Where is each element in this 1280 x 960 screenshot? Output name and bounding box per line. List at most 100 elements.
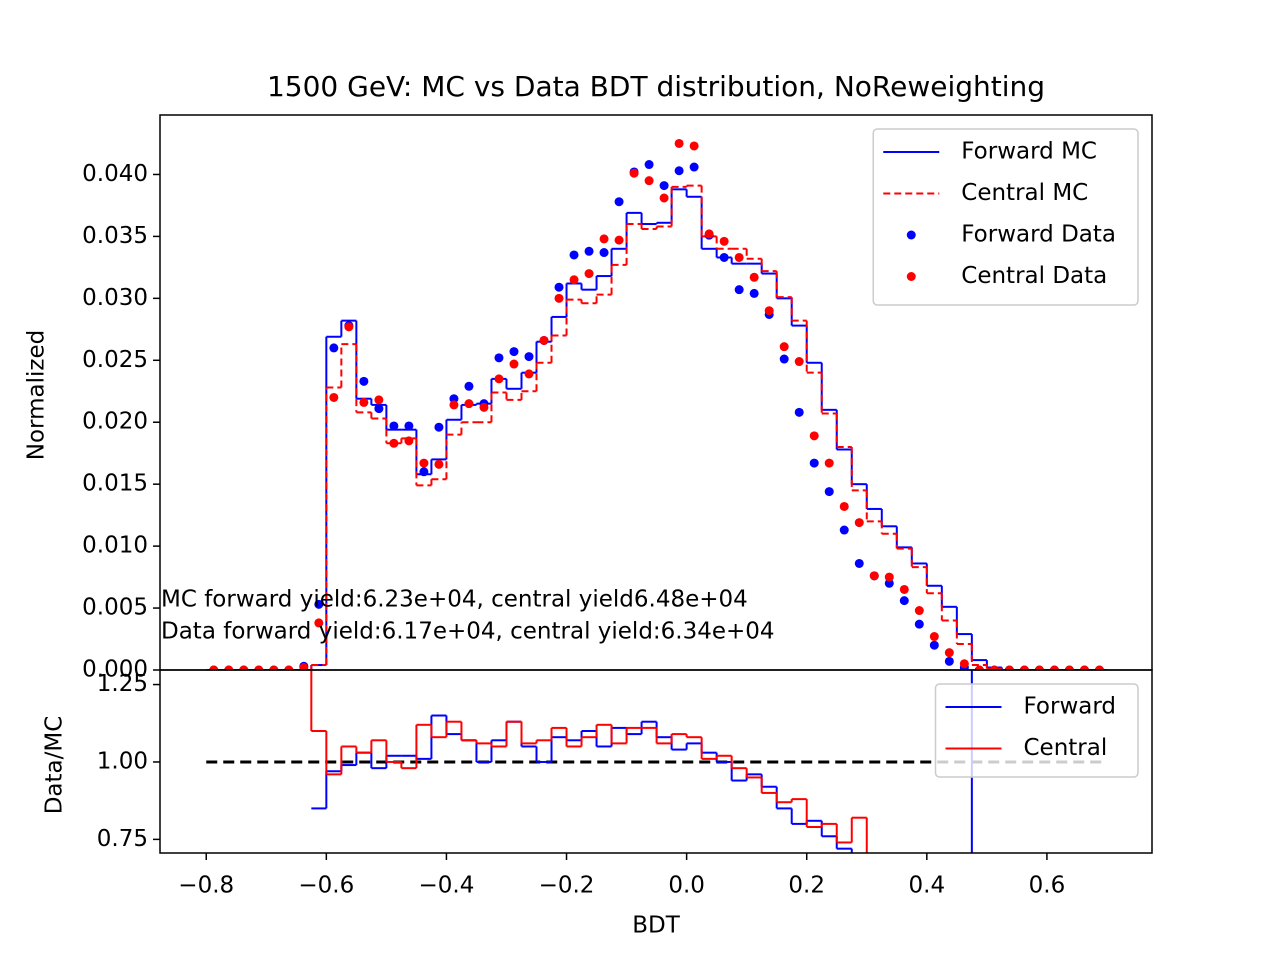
chart-title: 1500 GeV: MC vs Data BDT distribution, N… [267,70,1045,103]
data-point [314,618,324,628]
data-point [569,275,579,285]
data-point [419,467,429,477]
data-point [674,166,684,176]
x-tick-label: 0.6 [1029,873,1066,899]
y-tick-label: 1.25 [97,671,148,697]
data-point [344,322,354,332]
data-point [629,168,639,178]
data-point [239,665,249,670]
data-point [449,394,459,404]
legend-label: Forward [1024,694,1117,720]
data-point [734,285,744,295]
data-point [884,578,894,588]
y-tick-label: 0.015 [82,471,148,497]
data-point [944,648,954,658]
data-point [404,436,414,446]
y-tick-label: 0.010 [82,533,148,559]
x-axis-label: BDT [632,913,680,939]
data-point [419,458,429,468]
data-point [434,422,444,432]
legend-label: Forward MC [961,139,1097,165]
data-point [404,421,414,431]
data-point [779,342,789,352]
data-point [389,438,399,448]
data-point [1019,665,1029,670]
data-point [614,197,624,207]
data-point [614,235,624,245]
data-point [644,160,654,170]
data-point [1079,665,1089,670]
annotation: MC forward yield:6.23e+04, central yield… [161,587,748,613]
y-tick-label: 0.000 [82,657,148,683]
data-point [584,269,594,279]
data-point [539,335,549,345]
data-point [269,665,279,670]
data-point [1034,665,1044,670]
x-tick-label: −0.8 [178,873,234,899]
data-point [284,665,294,670]
legend: Forward Central [934,683,1139,778]
data-point [749,272,759,282]
legend-box [872,128,1139,306]
data-point [314,599,324,609]
data-point [734,252,744,262]
x-tick-label: −0.4 [419,873,475,899]
data-point [989,665,999,670]
data-point [494,374,504,384]
data-point [1064,665,1074,670]
data-point [719,252,729,262]
data-point [929,632,939,642]
data-point [449,400,459,410]
data-point [884,572,894,582]
legend: Forward MC Central MC Forward Data Central … [872,128,1139,306]
data-point [209,665,219,670]
plot-area [206,138,1107,670]
y-tick-label: 0.030 [82,285,148,311]
data-point [809,458,819,468]
data-point [974,665,984,670]
data-point [764,306,774,316]
y-tick-label: 0.040 [82,161,148,187]
legend-label: Forward Data [961,222,1116,248]
data-point [854,518,864,528]
data-point [779,354,789,364]
legend-label: Central Data [961,263,1107,289]
data-point [494,353,504,363]
data-point [509,359,519,369]
y-tick-label: 0.020 [82,409,148,435]
data-point [524,369,534,379]
data-point [359,376,369,386]
y-axis-label: Normalized [24,330,50,460]
data-point [554,293,564,303]
data-point [839,501,849,511]
data-point [794,357,804,367]
data-point [824,458,834,468]
data-point [689,162,699,172]
x-tick-label: 0.0 [668,873,705,899]
data-point [659,181,669,191]
x-tick-label: −0.2 [539,873,595,899]
data-point [704,229,714,239]
data-point [374,395,384,405]
data-point [869,571,879,581]
y-tick-label: 1.00 [97,748,148,774]
x-tick-label: 0.2 [788,873,825,899]
data-point [389,421,399,431]
data-point [689,141,699,151]
data-point [554,282,564,292]
data-point [719,236,729,246]
legend-marker [906,230,916,240]
data-point [659,193,669,203]
legend-label: Central [1024,735,1108,761]
data-point [674,138,684,148]
data-point [749,288,759,298]
y-tick-label: 0.025 [82,347,148,373]
data-point [479,402,489,412]
data-point [794,407,804,417]
data-point [914,606,924,616]
data-point [374,404,384,414]
data-point [224,665,234,670]
legend-marker [906,272,916,281]
data-point [599,234,609,244]
